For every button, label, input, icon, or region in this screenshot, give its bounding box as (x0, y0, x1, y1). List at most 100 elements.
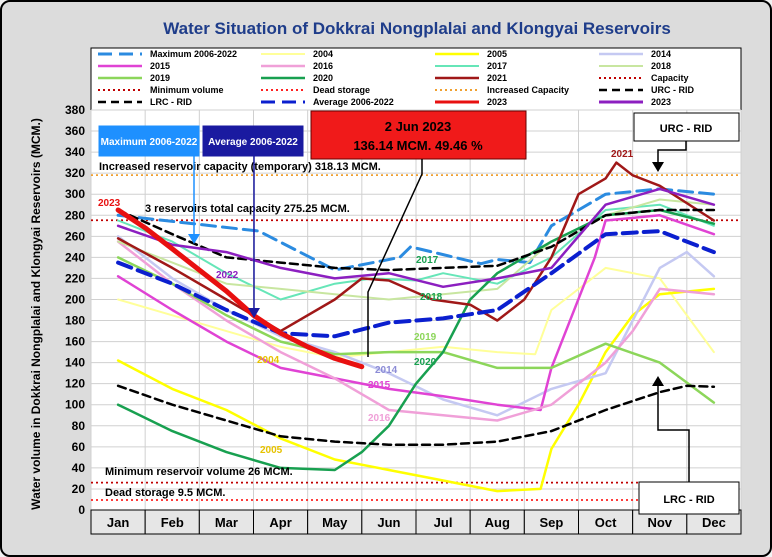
y-tick-label-340: 340 (65, 145, 85, 159)
y-tick-label-320: 320 (65, 166, 85, 180)
annot-lbl-2015: 2015 (368, 380, 391, 391)
legend-label-average-2006-2022: Average 2006-2022 (313, 97, 394, 107)
y-tick-label-180: 180 (65, 314, 85, 328)
y-tick-label-280: 280 (65, 208, 85, 222)
y-tick-label-60: 60 (72, 440, 86, 454)
legend-label-lrc-rid: LRC - RID (150, 97, 192, 107)
y-tick-label-160: 160 (65, 335, 85, 349)
y-tick-label-0: 0 (78, 503, 85, 517)
annot-box-urc: URC - RID (660, 123, 713, 135)
legend-label-2023: 2023 (487, 97, 507, 107)
x-tick-label-nov: Nov (647, 515, 672, 530)
pointer-lrc-head (652, 376, 664, 386)
pointer-urc (657, 141, 687, 164)
annot-dead-storage: Dead storage 9.5 MCM. (105, 487, 225, 499)
legend-label-2015: 2015 (150, 61, 170, 71)
series-line-2015 (116, 214, 716, 412)
x-tick-cell-jan (90, 509, 146, 535)
x-tick-cell-aug (469, 509, 525, 535)
x-tick-label-apr: Apr (269, 515, 291, 530)
y-tick-label-300: 300 (65, 187, 85, 201)
legend-label-2019: 2019 (150, 73, 170, 83)
x-tick-cell-oct (578, 509, 634, 535)
x-tick-cell-may (307, 509, 363, 535)
annot-lbl-2019: 2019 (414, 332, 437, 343)
pointer-lrc (657, 384, 690, 482)
x-tick-label-jun: Jun (377, 515, 400, 530)
annot-lbl-2022: 2022 (216, 270, 239, 281)
y-tick-label-240: 240 (65, 250, 85, 264)
annot-lbl-2004: 2004 (257, 355, 280, 366)
series-line-2016 (116, 240, 716, 422)
annot-box-max: Maximum 2006-2022 (101, 137, 198, 148)
y-axis-label: Water volume in Dokkrai Nongplalai and K… (29, 118, 43, 510)
annot-lbl-2018: 2018 (420, 292, 443, 303)
annot-lbl-2016: 2016 (368, 413, 391, 424)
annot-total-capacity: 3 reservoirs total capacity 275.25 MCM. (145, 203, 350, 215)
box-max-bg (98, 125, 200, 157)
current-box (310, 110, 527, 160)
x-tick-label-jul: Jul (434, 515, 453, 530)
annotations: Increased reservoir capacity (temporary)… (98, 110, 740, 515)
legend-label-2016: 2016 (313, 61, 333, 71)
annot-lbl-2014: 2014 (375, 365, 398, 376)
legend-label-2021: 2021 (487, 73, 507, 83)
y-tick-label-100: 100 (65, 398, 85, 412)
y-tick-label-140: 140 (65, 356, 85, 370)
annot-increased-capacity: Increased reservoir capacity (temporary)… (99, 161, 381, 173)
legend-label-capacity: Capacity (651, 73, 689, 83)
pointer-max-head (188, 234, 200, 244)
series-line-2004 (117, 266, 715, 359)
grid (90, 109, 742, 511)
annot-min-volume: Minimum reservoir volume 26 MCM. (105, 466, 293, 478)
legend-label-increased-capacity: Increased Capacity (487, 85, 569, 95)
pointer-urc-head (652, 162, 664, 172)
x-tick-label-mar: Mar (215, 515, 238, 530)
x-tick-label-aug: Aug (485, 515, 510, 530)
x-tick-label-may: May (322, 515, 348, 530)
annot-lbl-2005: 2005 (260, 445, 283, 456)
box-urc (633, 112, 740, 142)
legend-label-urc-rid: URC - RID (651, 85, 694, 95)
x-tick-cell-jul (415, 509, 471, 535)
annot-lbl-2020: 2020 (414, 357, 437, 368)
x-tick-label-dec: Dec (702, 515, 726, 530)
y-tick-label-220: 220 (65, 271, 85, 285)
series-lines (115, 161, 716, 493)
series-line-lrc-rid (116, 384, 716, 446)
y-tick-label-260: 260 (65, 229, 85, 243)
series-line-2023 (115, 207, 365, 370)
legend-label-maximum-2006-2022: Maximum 2006-2022 (150, 49, 237, 59)
series-line-average-2006-2022 (116, 229, 716, 339)
annot-box-avg: Average 2006-2022 (208, 137, 298, 148)
legend-box (90, 47, 742, 111)
annot-lbl-2017: 2017 (416, 255, 439, 266)
series-line-2005 (116, 287, 716, 493)
legend-label-2005: 2005 (487, 49, 507, 59)
current-pointer (367, 159, 423, 357)
box-avg-bg (202, 125, 304, 157)
annot-box-lrc: LRC - RID (663, 494, 714, 506)
legend-label-2023: 2023 (651, 97, 671, 107)
annot-lbl-2023: 2023 (98, 198, 121, 209)
x-tick-label-sep: Sep (539, 515, 563, 530)
x-tick-cell-sep (523, 509, 579, 535)
x-tick-label-feb: Feb (161, 515, 184, 530)
legend-label-2017: 2017 (487, 61, 507, 71)
legend-label-2014: 2014 (651, 49, 671, 59)
legend: Maximum 2006-2022 2004 2005 2014 2015 2016 201… (90, 47, 742, 111)
y-tick-label-40: 40 (72, 461, 86, 475)
legend-label-2004: 2004 (313, 49, 333, 59)
y-tick-label-20: 20 (72, 482, 86, 496)
legend-label-dead-storage: Dead storage (313, 85, 370, 95)
series-line-2019 (116, 256, 716, 404)
y-tick-label-80: 80 (72, 419, 86, 433)
x-tick-cell-jun (361, 509, 417, 535)
x-tick-label-oct: Oct (595, 515, 617, 530)
annot-lbl-2021: 2021 (611, 149, 634, 160)
x-tick-cell-feb (144, 509, 200, 535)
legend-label-minimum-volume: Minimum volume (150, 85, 224, 95)
pointer-avg-head (248, 308, 260, 318)
